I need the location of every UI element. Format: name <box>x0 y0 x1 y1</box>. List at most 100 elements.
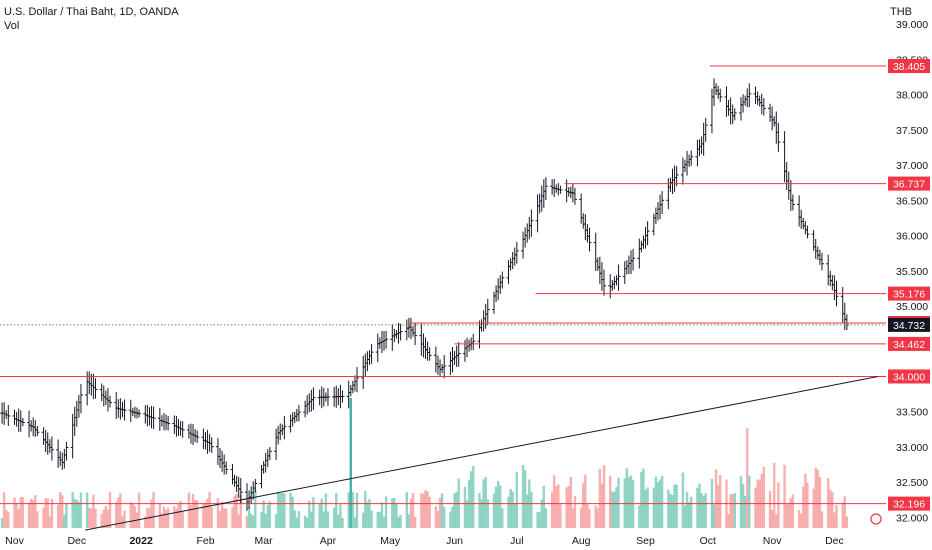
volume-bar <box>58 492 62 528</box>
volume-bar <box>166 507 170 528</box>
volume-bar <box>492 493 496 528</box>
volume-bar <box>123 510 126 528</box>
x-tick-label: Nov <box>763 535 782 547</box>
volume-bar <box>625 467 629 528</box>
volume-bar <box>191 493 195 528</box>
volume-bar <box>702 495 705 528</box>
volume-bar <box>569 476 573 528</box>
volume-bar <box>152 492 155 528</box>
volume-bar <box>368 498 371 528</box>
level-tag-label: 35.176 <box>893 289 925 301</box>
volume-bar <box>596 508 599 528</box>
volume-bar <box>719 475 722 528</box>
last-price-label: 34.732 <box>893 320 925 332</box>
volume-bar <box>13 497 16 528</box>
volume-bar <box>148 508 151 528</box>
volume-bar <box>249 513 253 528</box>
volume-bar <box>442 506 446 528</box>
volume-bar <box>762 466 766 528</box>
y-tick-label: 35.000 <box>896 301 928 313</box>
volume-bar <box>789 498 793 528</box>
volume-bar <box>573 496 577 528</box>
volume-bar <box>310 511 313 528</box>
volume-bar <box>262 500 265 528</box>
volume-bar <box>530 491 533 528</box>
volume-bar <box>0 517 4 528</box>
volume-bar <box>71 492 74 528</box>
replay-icon[interactable] <box>870 513 882 525</box>
x-tick-label: Sep <box>636 535 655 547</box>
volume-bar <box>746 428 749 528</box>
volume-bar <box>337 514 340 528</box>
volume-bar <box>806 482 809 528</box>
volume-bar <box>121 516 124 528</box>
volume-bar <box>75 499 78 528</box>
volume-bar <box>21 496 25 528</box>
volume-bar <box>276 492 280 528</box>
y-tick-label: 36.500 <box>896 195 928 207</box>
volume-bar <box>420 493 423 528</box>
volume-bar <box>322 511 326 528</box>
y-tick-label: 36.000 <box>896 231 928 243</box>
volume-bar <box>77 501 81 528</box>
volume-bar <box>613 491 616 528</box>
volume-bar <box>150 499 153 528</box>
volume-bar <box>536 511 539 528</box>
volume-bar <box>312 497 315 528</box>
volume-bar <box>571 508 575 528</box>
level-tag <box>888 59 930 74</box>
volume-bar <box>800 513 803 528</box>
volume-bar <box>177 503 180 528</box>
volume-bar <box>206 498 209 528</box>
volume-bar <box>440 493 444 528</box>
volume-bar <box>295 517 299 528</box>
volume-bar <box>173 506 176 528</box>
volume-bar <box>552 475 556 528</box>
chart-title: U.S. Dollar / Thai Baht, 1D, OANDA <box>4 6 179 18</box>
x-tick-label: May <box>380 535 401 547</box>
volume-bar <box>797 510 801 528</box>
volume-bar <box>424 490 427 528</box>
volume-bar <box>349 398 352 528</box>
volume-bar <box>743 495 747 528</box>
volume-bar <box>640 472 643 528</box>
volume-bar <box>434 506 438 528</box>
volume-bar <box>73 498 76 528</box>
volume-label: Vol <box>4 20 20 32</box>
volume-bar <box>216 498 220 528</box>
level-tag <box>888 336 930 351</box>
volume-bar <box>5 509 8 528</box>
volume-bar <box>144 516 147 528</box>
volume-bar <box>698 483 701 528</box>
volume-bar <box>79 492 83 528</box>
volume-bar <box>129 502 132 528</box>
volume-bar <box>696 487 699 528</box>
volume-bar <box>247 506 251 528</box>
volume-bar <box>829 489 832 528</box>
y-tick-label: 37.500 <box>896 125 928 137</box>
volume-bar <box>646 487 649 528</box>
volume-bar <box>507 496 510 528</box>
volume-bar <box>222 508 226 528</box>
volume-bar <box>638 505 641 528</box>
volume-bar <box>739 475 743 528</box>
volume-bar <box>741 484 745 528</box>
volume-bar <box>44 498 47 528</box>
volume-bar <box>600 483 604 528</box>
volume-bar <box>428 496 431 528</box>
volume-bar <box>308 500 311 528</box>
volume-bar <box>391 498 394 528</box>
volume-bar <box>845 516 849 528</box>
volume-bar <box>61 495 64 528</box>
volume-bar <box>384 496 388 528</box>
volume-bar <box>56 504 60 528</box>
volume-bar <box>598 468 602 528</box>
volume-bar <box>27 502 31 528</box>
volume-bar <box>675 484 678 528</box>
volume-bar <box>218 510 222 528</box>
volume-bar <box>455 491 458 528</box>
volume-bar <box>582 483 585 528</box>
volume-bar <box>115 502 118 528</box>
